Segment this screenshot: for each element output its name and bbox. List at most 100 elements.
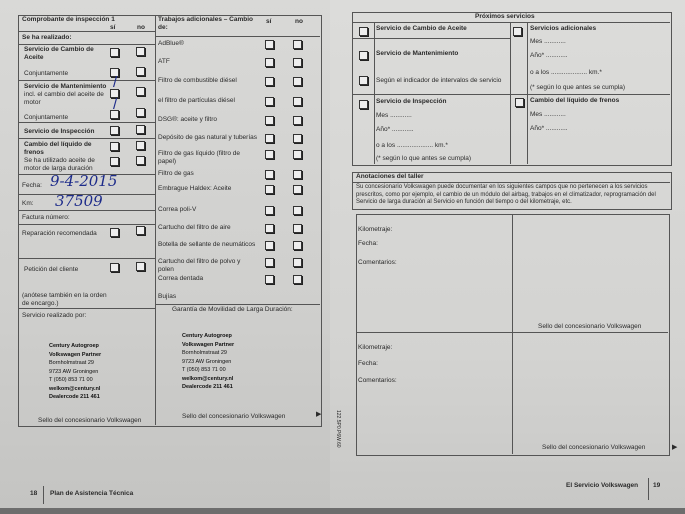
- additional-work-no-checkbox[interactable]: [293, 134, 302, 143]
- ano-field[interactable]: Año* ............: [376, 126, 414, 133]
- mes-field[interactable]: Mes ............: [376, 112, 412, 119]
- inspection-si-checkbox[interactable]: [110, 126, 119, 135]
- additional-work-no-checkbox[interactable]: [293, 185, 302, 194]
- additional-work-no-checkbox[interactable]: [293, 77, 302, 86]
- divider: [18, 308, 155, 309]
- divider: [352, 22, 670, 23]
- conj1-si-checkbox[interactable]: [110, 68, 119, 77]
- additional-work-si-checkbox[interactable]: [265, 77, 274, 86]
- additional-services-checkbox[interactable]: [513, 27, 522, 36]
- fecha-value[interactable]: 9-4-2015: [50, 172, 118, 190]
- mes-field[interactable]: Mes ............: [530, 111, 566, 118]
- additional-work-si-checkbox[interactable]: [265, 134, 274, 143]
- maintenance-si-checkbox[interactable]: [110, 89, 119, 98]
- handwritten-checkmark: /: [113, 74, 118, 91]
- maintenance-note: incl. el cambio del aceite de motor: [24, 91, 104, 106]
- additional-work-si-checkbox[interactable]: [265, 170, 274, 179]
- additional-work-no-checkbox[interactable]: [293, 275, 302, 284]
- brake-si-checkbox[interactable]: [110, 142, 119, 151]
- peticion-si-checkbox[interactable]: [110, 263, 119, 272]
- divider: [18, 31, 155, 32]
- sello-label: Sello del concesionario Volkswagen: [542, 444, 646, 451]
- kilometraje-label: Kilometraje:: [358, 226, 393, 233]
- inspection-checkbox[interactable]: [359, 100, 368, 109]
- right-page: Próximos servicios Servicio de Cambio de…: [330, 0, 685, 508]
- mes-field[interactable]: Mes ............: [530, 38, 566, 45]
- brake-no-checkbox[interactable]: [136, 141, 145, 150]
- additional-work-si-checkbox[interactable]: [265, 58, 274, 67]
- additional-work-si-checkbox[interactable]: [265, 150, 274, 159]
- oil-change-label: Servicio de Cambio de Aceite: [24, 46, 94, 61]
- km-value[interactable]: 37509: [55, 192, 103, 210]
- km-field[interactable]: o a los .................... km.*: [530, 69, 602, 76]
- additional-work-si-checkbox[interactable]: [265, 224, 274, 233]
- sello-label: Sello del concesionario Volkswagen: [182, 413, 286, 420]
- additional-work-no-checkbox[interactable]: [293, 224, 302, 233]
- additional-work-no-checkbox[interactable]: [293, 258, 302, 267]
- form-title: Comprobante de inspección 1: [22, 16, 115, 23]
- stamp-line: Century Autogroep: [182, 333, 232, 339]
- sello-label: Sello del concesionario Volkswagen: [38, 417, 142, 424]
- interval-indicator-checkbox[interactable]: [359, 76, 368, 85]
- reparacion-si-checkbox[interactable]: [110, 228, 119, 237]
- additional-services-label: Servicios adicionales: [530, 25, 597, 32]
- realizado-label: Se ha realizado:: [22, 34, 72, 41]
- additional-work-item: Correa dentada: [158, 275, 204, 282]
- additional-work-item: Bujías: [158, 293, 177, 300]
- arrow-right-icon: ▶: [316, 411, 322, 418]
- oil-change-no-checkbox[interactable]: [136, 47, 145, 56]
- maintenance-no-checkbox[interactable]: [136, 87, 145, 96]
- ano-field[interactable]: Año* ............: [530, 125, 568, 132]
- stamp-line: Volkswagen Partner: [49, 351, 102, 358]
- maintenance-checkbox[interactable]: [359, 51, 368, 60]
- additional-work-no-checkbox[interactable]: [293, 241, 302, 250]
- additional-work-item: Filtro de gas líquido (filtro de papel): [158, 150, 241, 165]
- longlife-si-checkbox[interactable]: [110, 157, 119, 166]
- stamp-line: Dealercode 211 461: [49, 394, 100, 400]
- conj2-si-checkbox[interactable]: [110, 110, 119, 119]
- additional-work-no-checkbox[interactable]: [293, 40, 302, 49]
- brake-fluid-label: Cambio del líquido de frenos: [530, 97, 620, 104]
- additional-work-no-checkbox[interactable]: [293, 97, 302, 106]
- fecha-label: Fecha:: [358, 240, 378, 247]
- conj1-no-checkbox[interactable]: [136, 67, 145, 76]
- oil-change-si-checkbox[interactable]: [110, 48, 119, 57]
- additional-work-si-checkbox[interactable]: [265, 275, 274, 284]
- stamp-line: Volkswagen Partner: [182, 341, 235, 348]
- additional-work-si-checkbox[interactable]: [265, 206, 274, 215]
- km-field[interactable]: o a los .................... km.*: [376, 142, 448, 149]
- fecha-label: Fecha:: [358, 360, 378, 367]
- realizado-por-label: Servicio realizado por:: [22, 312, 87, 319]
- oil-change-label: Servicio de Cambio de Aceite: [376, 25, 467, 32]
- additional-work-si-checkbox[interactable]: [265, 258, 274, 267]
- peticion-no-checkbox[interactable]: [136, 262, 145, 271]
- additional-work-no-checkbox[interactable]: [293, 150, 302, 159]
- additional-work-si-checkbox[interactable]: [265, 241, 274, 250]
- reparacion-no-checkbox[interactable]: [136, 226, 145, 235]
- additional-work-si-checkbox[interactable]: [265, 116, 274, 125]
- oil-change-checkbox[interactable]: [359, 27, 368, 36]
- garantia-label: Garantía de Movilidad de Larga Duración:: [172, 306, 293, 313]
- inspection-label: Servicio de Inspección: [376, 98, 447, 105]
- brake-fluid-label: Cambio del líquido de frenos: [24, 141, 92, 156]
- additional-work-si-checkbox[interactable]: [265, 185, 274, 194]
- additional-work-no-checkbox[interactable]: [293, 116, 302, 125]
- footer-title: Plan de Asistencia Técnica: [50, 490, 134, 497]
- additional-work-no-checkbox[interactable]: [293, 206, 302, 215]
- inspection-no-checkbox[interactable]: [136, 125, 145, 134]
- brake-fluid-checkbox[interactable]: [515, 98, 524, 107]
- inspection-label: Servicio de Inspección: [24, 128, 95, 135]
- additional-work-no-checkbox[interactable]: [293, 170, 302, 179]
- divider: [18, 138, 155, 139]
- conjuntamente-label: Conjuntamente: [24, 114, 69, 121]
- additional-work-item: AdBlue®: [158, 40, 184, 47]
- additional-work-si-checkbox[interactable]: [265, 40, 274, 49]
- divider: [43, 486, 44, 504]
- additional-work-si-checkbox[interactable]: [265, 97, 274, 106]
- factura-label: Factura número:: [22, 214, 70, 221]
- ano-field[interactable]: Año* ............: [530, 52, 568, 59]
- left-page: Comprobante de inspección 1 sí no Se ha …: [0, 0, 330, 508]
- conj2-no-checkbox[interactable]: [136, 108, 145, 117]
- longlife-no-checkbox[interactable]: [136, 156, 145, 165]
- additional-work-no-checkbox[interactable]: [293, 58, 302, 67]
